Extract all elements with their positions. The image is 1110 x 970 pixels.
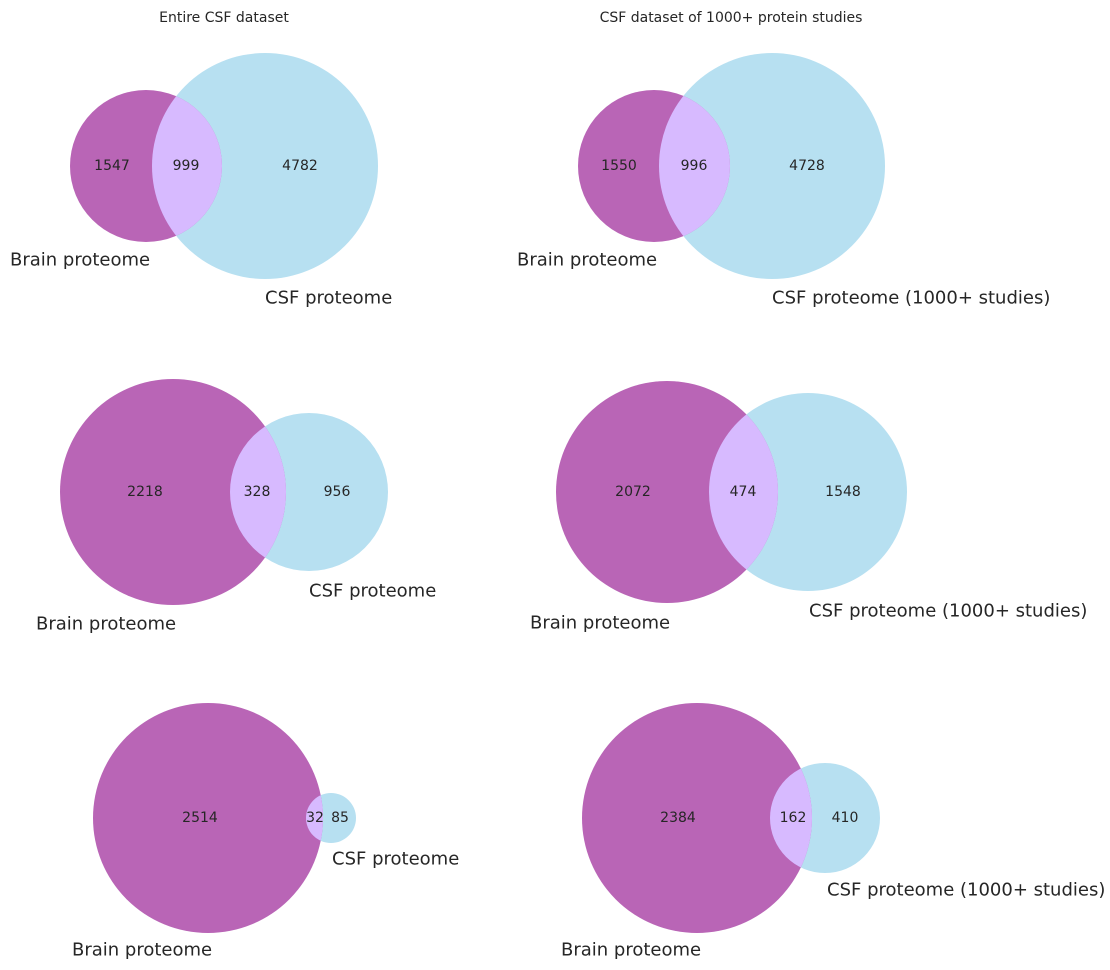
overlap-count: 162	[780, 810, 807, 826]
brain-proteome-label: Brain proteome	[10, 250, 150, 271]
brain-only-count: 1547	[94, 158, 130, 174]
venn-diagram-row2-entire: 2218 328 956 Brain proteome CSF proteome	[36, 379, 436, 635]
brain-only-count: 2218	[127, 484, 163, 500]
venn-diagram-row1-1000plus: 1550 996 4728 Brain proteome CSF proteome (1…	[517, 53, 1050, 309]
csf-proteome-label: CSF proteome	[265, 288, 392, 309]
csf-only-count: 410	[832, 810, 859, 826]
brain-only-count: 1550	[601, 158, 637, 174]
venn-diagram-row1-entire: 1547 999 4782 Brain proteome CSF proteome	[10, 53, 392, 309]
brain-only-count: 2072	[615, 484, 651, 500]
csf-proteome-label: CSF proteome (1000+ studies)	[809, 601, 1087, 622]
csf-only-count: 956	[324, 484, 351, 500]
venn-diagram-row3-entire: 2514 32 85 Brain proteome CSF proteome	[72, 703, 459, 961]
column-title-1000plus: CSF dataset of 1000+ protein studies	[600, 10, 863, 26]
venn-diagram-row2-1000plus: 2072 474 1548 Brain proteome CSF proteome (1…	[530, 381, 1087, 634]
column-title-entire: Entire CSF dataset	[159, 10, 289, 26]
brain-only-count: 2514	[182, 810, 218, 826]
csf-only-count: 1548	[825, 484, 861, 500]
venn-diagram-row3-1000plus: 2384 162 410 Brain proteome CSF proteome (10…	[561, 703, 1105, 961]
brain-proteome-circle	[556, 381, 778, 603]
venn-grid: 1547 999 4782 Brain proteome CSF proteome 155…	[10, 53, 1105, 961]
csf-proteome-label: CSF proteome (1000+ studies)	[827, 880, 1105, 901]
csf-only-count: 4728	[789, 158, 825, 174]
brain-proteome-circle	[93, 703, 323, 933]
brain-proteome-circle	[60, 379, 286, 605]
brain-proteome-label: Brain proteome	[36, 614, 176, 635]
csf-proteome-circle	[659, 53, 885, 279]
brain-proteome-label: Brain proteome	[72, 940, 212, 961]
csf-proteome-label: CSF proteome	[309, 581, 436, 602]
csf-proteome-circle	[152, 53, 378, 279]
csf-proteome-label: CSF proteome (1000+ studies)	[772, 288, 1050, 309]
csf-proteome-label: CSF proteome	[332, 849, 459, 870]
overlap-count: 999	[173, 158, 200, 174]
csf-only-count: 4782	[282, 158, 318, 174]
brain-proteome-circle	[582, 703, 812, 933]
brain-proteome-label: Brain proteome	[517, 250, 657, 271]
overlap-count: 32	[306, 810, 324, 826]
overlap-count: 474	[730, 484, 757, 500]
brain-proteome-label: Brain proteome	[530, 613, 670, 634]
overlap-region	[659, 90, 730, 242]
brain-proteome-label: Brain proteome	[561, 940, 701, 961]
csf-only-count: 85	[331, 810, 349, 826]
brain-only-count: 2384	[660, 810, 696, 826]
overlap-count: 996	[681, 158, 708, 174]
overlap-count: 328	[244, 484, 271, 500]
overlap-region	[152, 90, 222, 242]
